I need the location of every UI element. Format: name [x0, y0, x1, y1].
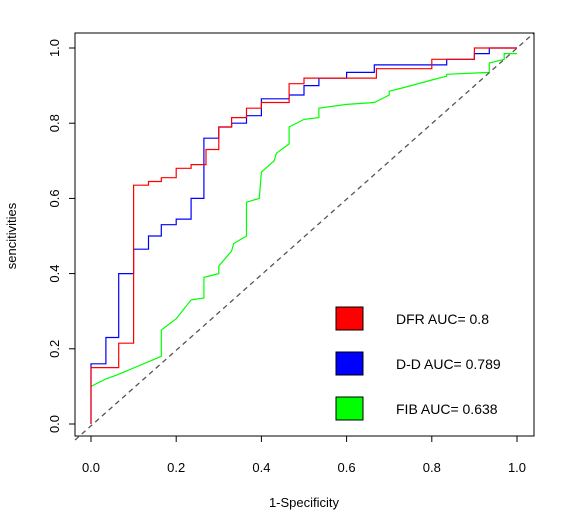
legend-swatch-1	[335, 351, 364, 376]
legend-label-2: FIB AUC= 0.638	[396, 401, 498, 417]
plot-frame	[74, 32, 535, 437]
x-tick-label: 0.4	[252, 460, 270, 475]
x-tick-label: 0.0	[82, 460, 100, 475]
x-axis-title: 1-Specificity	[269, 495, 340, 510]
x-tick-label: 0.2	[167, 460, 185, 475]
y-axis: 0.0 0.2 0.4 0.6 0.8 1.0	[47, 39, 75, 433]
x-axis: 0.0 0.2 0.4 0.6 0.8 1.0	[82, 436, 526, 475]
legend-label-1: D-D AUC= 0.789	[396, 356, 501, 372]
series-layer	[90, 47, 517, 424]
y-tick-label: 1.0	[47, 39, 62, 57]
reference-diagonal-line	[74, 32, 535, 441]
y-tick-label: 0.8	[47, 114, 62, 132]
x-tick-label: 0.6	[338, 460, 356, 475]
x-tick-label: 0.8	[423, 460, 441, 475]
series-line-0	[90, 47, 517, 424]
y-tick-label: 0.0	[47, 415, 62, 433]
y-tick-label: 0.4	[47, 265, 62, 283]
y-axis-title: sencitivities	[4, 202, 19, 269]
series-line-2	[90, 53, 517, 387]
legend: DFR AUC= 0.8 D-D AUC= 0.789 FIB AUC= 0.638	[335, 306, 501, 421]
legend-swatch-0	[335, 306, 364, 331]
x-tick-label: 1.0	[508, 460, 526, 475]
legend-label-0: DFR AUC= 0.8	[396, 311, 489, 327]
y-tick-label: 0.2	[47, 340, 62, 358]
y-tick-label: 0.6	[47, 189, 62, 207]
legend-swatch-2	[335, 396, 364, 421]
